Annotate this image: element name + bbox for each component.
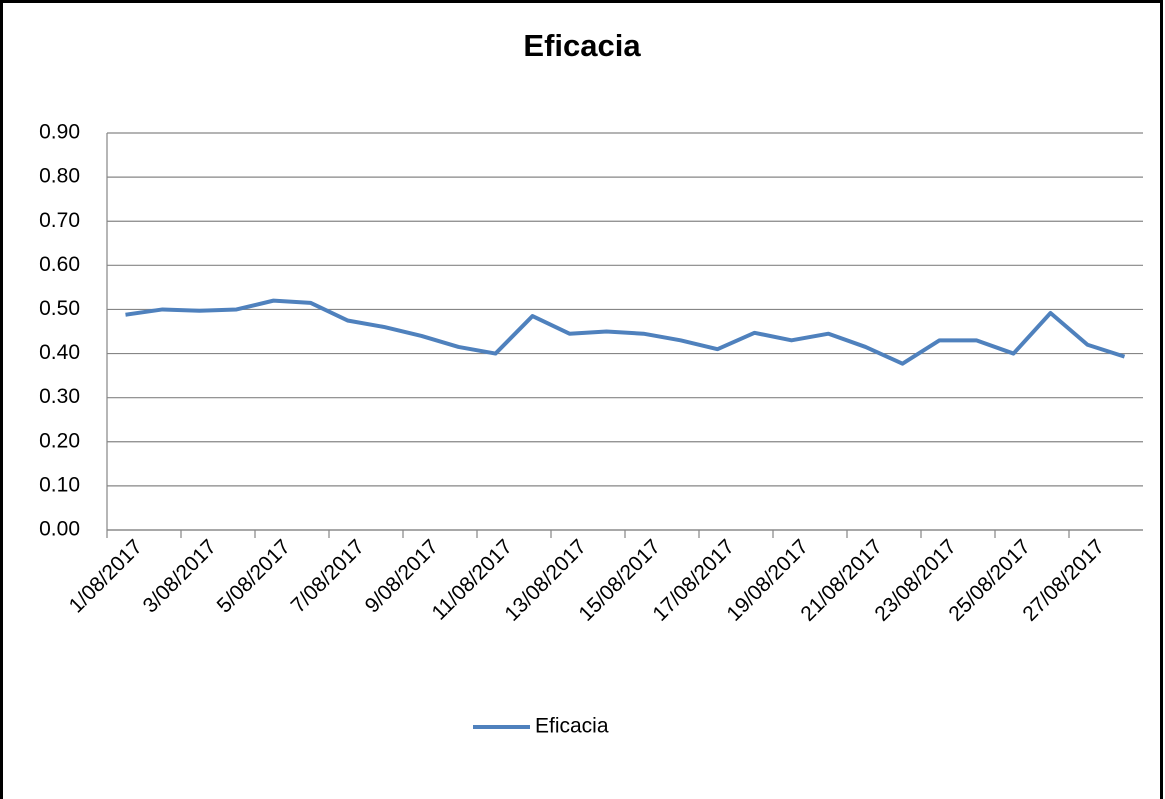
y-tick-label: 0.40: [39, 341, 80, 364]
y-tick-label: 0.10: [39, 473, 80, 496]
chart-title: Eficacia: [523, 28, 641, 63]
y-tick-label: 0.60: [39, 253, 80, 276]
y-tick-label: 0.70: [39, 209, 80, 232]
y-tick-label: 0.30: [39, 385, 80, 408]
y-tick-label: 0.90: [39, 121, 80, 144]
y-tick-label: 0.80: [39, 165, 80, 188]
y-tick-label: 0.50: [39, 297, 80, 320]
y-tick-label: 0.00: [39, 518, 80, 541]
y-tick-label: 0.20: [39, 429, 80, 452]
series-line: [125, 298, 1126, 366]
legend-label: Eficacia: [535, 715, 609, 738]
